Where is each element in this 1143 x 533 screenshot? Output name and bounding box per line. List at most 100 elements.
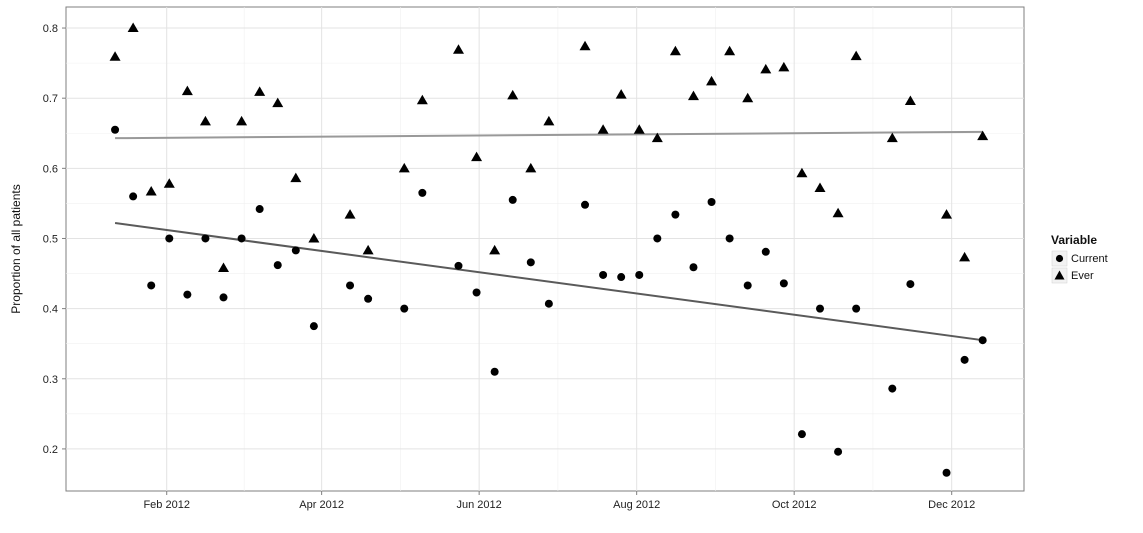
data-point-current [472, 288, 481, 297]
data-point-ever [904, 95, 916, 105]
data-point-current [779, 279, 788, 288]
data-point-current [653, 234, 662, 243]
data-point-ever [109, 51, 121, 61]
data-point-ever [814, 182, 826, 192]
data-point-current [906, 280, 915, 289]
data-point-ever [796, 167, 808, 178]
x-tick-label: Dec 2012 [928, 499, 975, 511]
data-point-current [761, 247, 770, 256]
data-point-current [960, 355, 969, 364]
data-points [109, 22, 989, 477]
y-tick-label: 0.6 [43, 163, 58, 175]
y-tick-label: 0.3 [43, 374, 58, 386]
data-point-current [743, 281, 752, 290]
data-point-current [942, 468, 951, 477]
data-point-current [237, 234, 246, 243]
x-tick-label: Oct 2012 [772, 499, 817, 511]
data-point-ever [308, 232, 320, 243]
legend-label-current: Current [1071, 253, 1108, 265]
data-point-current [165, 234, 174, 243]
data-point-current [183, 290, 192, 299]
data-point-ever [850, 50, 862, 61]
y-axis-title: Proportion of all patients [9, 184, 23, 313]
data-point-ever [669, 45, 681, 56]
data-point-current [816, 304, 825, 313]
data-point-current [689, 263, 698, 272]
data-point-ever [886, 132, 898, 143]
data-point-ever [832, 207, 844, 218]
legend-title: Variable [1051, 233, 1097, 247]
data-point-ever [344, 209, 356, 219]
x-tick-label: Feb 2012 [143, 499, 189, 511]
data-point-current [978, 336, 987, 345]
data-point-current [291, 246, 300, 255]
data-point-ever [977, 130, 989, 141]
data-point-current [544, 299, 553, 308]
data-point-ever [236, 115, 248, 126]
data-point-ever [398, 162, 410, 173]
data-point-ever [579, 40, 591, 51]
data-point-ever [742, 92, 754, 103]
data-point-current [111, 125, 120, 134]
data-point-ever [633, 124, 645, 134]
data-point-current [617, 273, 626, 282]
data-point-ever [760, 63, 772, 74]
data-point-ever [489, 244, 501, 255]
data-point-ever [778, 61, 790, 72]
x-axis: Feb 2012 Apr 2012 Jun 2012 Aug 2012 Oct 2012… [143, 491, 975, 511]
y-tick-label: 0.2 [43, 444, 58, 456]
data-point-ever [254, 86, 266, 96]
data-point-ever [145, 185, 157, 196]
data-point-current [364, 294, 373, 303]
trend-lines [114, 130, 983, 342]
data-point-current [490, 367, 499, 376]
data-point-ever [272, 97, 284, 108]
data-point-ever [651, 132, 663, 143]
data-point-ever [597, 124, 609, 134]
data-point-current [581, 200, 590, 209]
data-point-current [147, 281, 156, 290]
data-point-current [400, 304, 409, 313]
trend-line-current [114, 222, 983, 342]
data-point-ever [290, 172, 302, 183]
data-point-ever [941, 209, 953, 219]
data-point-current [508, 195, 517, 204]
data-point-ever [959, 251, 971, 262]
x-tick-label: Aug 2012 [613, 499, 660, 511]
y-tick-label: 0.5 [43, 233, 58, 245]
data-point-ever [471, 151, 483, 162]
data-point-current [834, 447, 843, 456]
data-point-current [219, 293, 228, 302]
data-point-ever [127, 22, 139, 33]
data-point-current [129, 192, 138, 201]
data-point-current [309, 322, 318, 331]
legend-label-ever: Ever [1071, 270, 1094, 282]
y-tick-label: 0.7 [43, 93, 58, 105]
data-point-current [797, 430, 806, 439]
x-tick-label: Apr 2012 [299, 499, 344, 511]
data-point-current [888, 384, 897, 393]
data-point-ever [218, 262, 230, 272]
data-point-ever [452, 44, 464, 54]
data-point-ever [615, 89, 627, 99]
y-axis: 0.2 0.3 0.4 0.5 0.6 0.7 0.8 [43, 23, 66, 456]
legend-triangle-marker [1054, 270, 1065, 280]
plot-panel [65, 6, 1025, 492]
data-point-current [255, 205, 264, 214]
trend-line-ever [115, 130, 983, 140]
legend-circle-marker [1055, 254, 1064, 263]
data-point-current [526, 258, 535, 267]
data-point-ever [181, 85, 193, 96]
data-point-current [201, 234, 210, 243]
y-tick-label: 0.8 [43, 23, 58, 35]
data-point-ever [362, 244, 374, 255]
data-point-ever [687, 90, 699, 101]
data-point-ever [543, 115, 555, 126]
data-point-current [346, 281, 355, 290]
y-tick-label: 0.4 [43, 304, 58, 316]
data-point-ever [199, 115, 211, 126]
data-point-current [725, 234, 734, 243]
data-point-ever [724, 45, 736, 56]
data-point-ever [163, 178, 175, 188]
data-point-ever [416, 94, 428, 105]
